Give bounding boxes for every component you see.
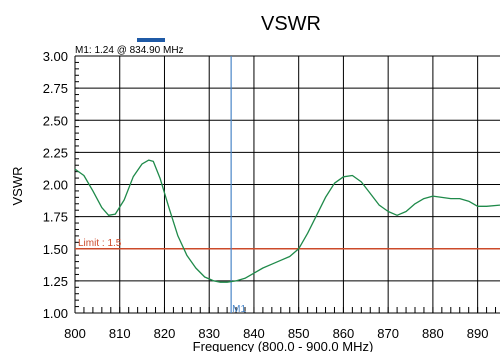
legend-marker-swatch <box>137 38 165 42</box>
y-tick-label: 2.00 <box>43 178 68 193</box>
x-tick-label: 820 <box>154 326 176 341</box>
y-tick-label: 3.00 <box>43 49 68 64</box>
minor-ticks <box>74 55 497 314</box>
x-tick-label: 810 <box>109 326 131 341</box>
y-axis-title: VSWR <box>10 167 25 206</box>
x-tick-label: 830 <box>198 326 220 341</box>
x-tick-label: 850 <box>288 326 310 341</box>
y-tick-label: 1.50 <box>43 242 68 257</box>
series-group <box>74 159 500 283</box>
marker-readout: M1: 1.24 @ 834.90 MHz <box>75 45 184 56</box>
x-tick-label: 800 <box>64 326 86 341</box>
y-tick-label: 1.75 <box>43 210 68 225</box>
x-tick-label: 890 <box>467 326 489 341</box>
x-tick-labels: 800 810 820 830 840 850 860 870 880 890 <box>64 326 488 341</box>
y-tick-label: 2.75 <box>43 81 68 96</box>
x-tick-label: 860 <box>333 326 355 341</box>
y-tick-label: 1.25 <box>43 274 68 289</box>
y-tick-label: 2.25 <box>43 145 68 160</box>
x-tick-label: 870 <box>377 326 399 341</box>
marker-tag: M1 <box>232 304 246 315</box>
vswr-series-line <box>74 159 500 283</box>
limit-label: Limit : 1.5 <box>78 238 122 249</box>
x-axis-title: Frequency (800.0 - 900.0 MHz) <box>193 339 374 352</box>
chart-title: VSWR <box>261 13 321 35</box>
x-tick-label: 840 <box>243 326 265 341</box>
x-tick-label: 880 <box>422 326 444 341</box>
y-tick-labels: 1.00 1.25 1.50 1.75 2.00 2.25 2.50 2.75 3.00 <box>43 49 68 321</box>
y-tick-label: 1.00 <box>43 306 68 321</box>
y-tick-label: 2.50 <box>43 113 68 128</box>
